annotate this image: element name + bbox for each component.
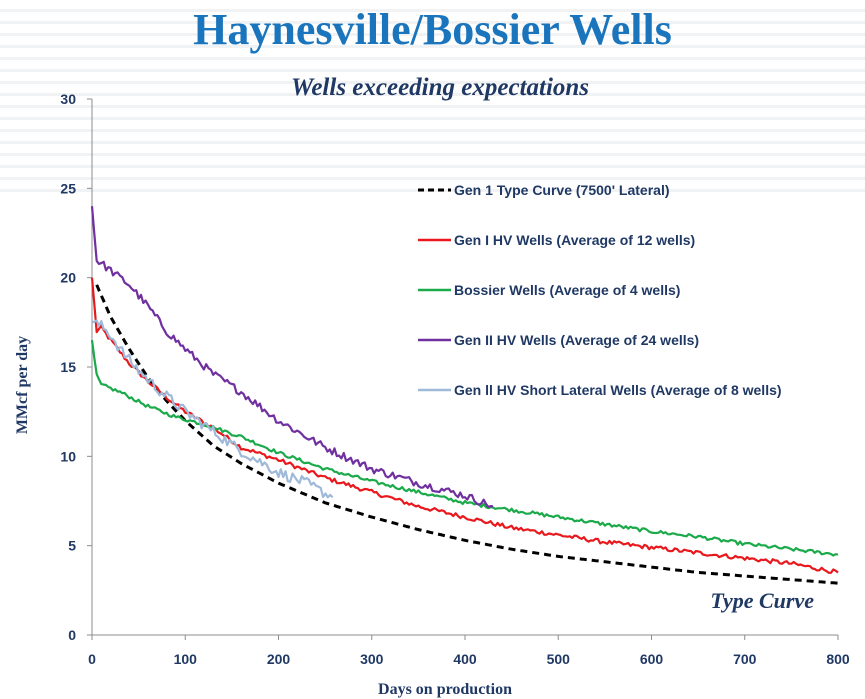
y-tick-label: 5: [68, 538, 76, 554]
x-tick-label: 200: [267, 651, 291, 667]
series-line-2: [90, 340, 839, 557]
y-tick-label: 10: [60, 448, 76, 464]
legend-label-2: Bossier Wells (Average of 4 wells): [454, 282, 680, 298]
y-tick-label: 20: [60, 270, 76, 286]
legend-label-4: Gen ll HV Short Lateral Wells (Average o…: [454, 382, 782, 398]
background-stripes: [0, 0, 865, 200]
x-tick-label: 500: [547, 651, 571, 667]
y-axis-title: MMcf per day: [14, 336, 31, 434]
legend-label-0: Gen 1 Type Curve (7500' Lateral): [454, 182, 670, 198]
x-tick-label: 700: [733, 651, 757, 667]
x-tick-label: 400: [453, 651, 477, 667]
x-axis-title: Days on production: [378, 681, 512, 698]
x-tick-label: 300: [360, 651, 384, 667]
page-title: Haynesville/Bossier Wells: [193, 5, 672, 54]
series-line-4: [91, 319, 334, 499]
legend-label-1: Gen I HV Wells (Average of 12 wells): [454, 232, 695, 248]
y-tick-label: 30: [60, 91, 76, 107]
y-tick-label: 25: [60, 180, 76, 196]
y-tick-label: 0: [68, 627, 76, 643]
series-line-3: [90, 206, 494, 508]
type-curve-annotation: Type Curve: [710, 588, 814, 613]
x-tick-label: 0: [88, 651, 96, 667]
chart-subtitle: Wells exceeding expectations: [290, 74, 590, 101]
legend-label-3: Gen II HV Wells (Average of 24 wells): [454, 332, 699, 348]
x-tick-label: 100: [174, 651, 198, 667]
series-line-0: [95, 284, 839, 585]
x-tick-label: 600: [640, 651, 664, 667]
y-tick-label: 15: [60, 359, 76, 375]
x-tick-label: 800: [826, 651, 850, 667]
